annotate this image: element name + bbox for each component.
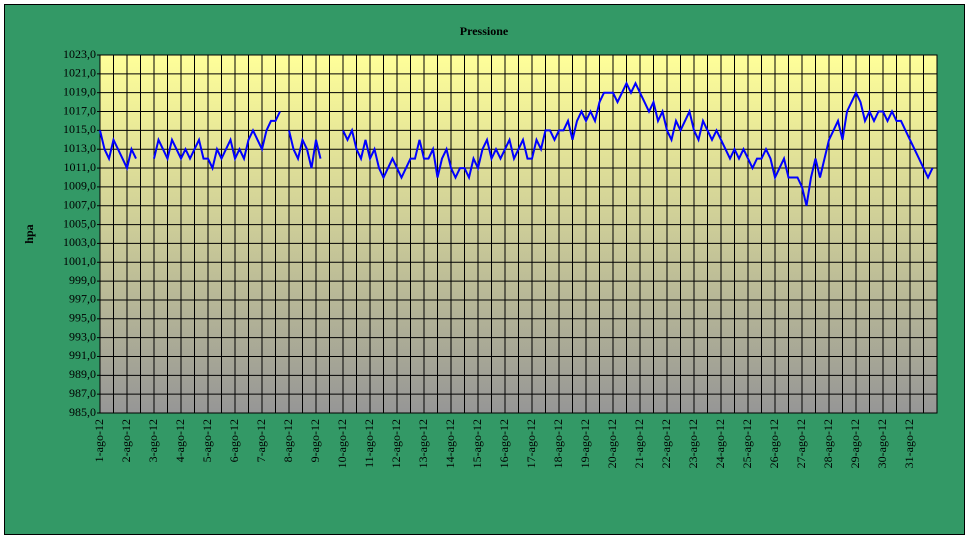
x-tick-label: 9-ago-12 xyxy=(308,419,322,462)
y-tick-label: 1007,0 xyxy=(63,197,96,211)
x-tick-label: 13-ago-12 xyxy=(416,419,430,468)
x-tick-label: 8-ago-12 xyxy=(281,419,295,462)
x-tick-label: 2-ago-12 xyxy=(119,419,133,462)
x-tick-label: 24-ago-12 xyxy=(713,419,727,468)
x-tick-label: 21-ago-12 xyxy=(632,419,646,468)
x-tick-label: 16-ago-12 xyxy=(497,419,511,468)
x-tick-label: 7-ago-12 xyxy=(254,419,268,462)
y-tick-label: 1021,0 xyxy=(63,66,96,80)
x-tick-label: 26-ago-12 xyxy=(767,419,781,468)
y-tick-label: 1015,0 xyxy=(63,122,96,136)
x-tick-label: 31-ago-12 xyxy=(902,419,916,468)
x-tick-label: 17-ago-12 xyxy=(524,419,538,468)
x-tick-label: 22-ago-12 xyxy=(659,419,673,468)
x-tick-label: 28-ago-12 xyxy=(821,419,835,468)
x-tick-label: 27-ago-12 xyxy=(794,419,808,468)
y-tick-label: 1019,0 xyxy=(63,84,96,98)
y-tick-label: 987,0 xyxy=(69,386,96,400)
y-axis-label: hpa xyxy=(22,224,36,243)
y-tick-label: 1023,0 xyxy=(63,47,96,61)
x-tick-label: 3-ago-12 xyxy=(146,419,160,462)
x-tick-label: 20-ago-12 xyxy=(605,419,619,468)
plot-border xyxy=(99,54,938,414)
y-tick-label: 1013,0 xyxy=(63,141,96,155)
y-tick-label: 995,0 xyxy=(69,311,96,325)
y-tick-label: 1009,0 xyxy=(63,179,96,193)
x-tick-label: 15-ago-12 xyxy=(470,419,484,468)
y-tick-label: 1005,0 xyxy=(63,216,96,230)
y-tick-label: 1001,0 xyxy=(63,254,96,268)
x-tick-label: 11-ago-12 xyxy=(362,419,376,468)
y-tick-label: 999,0 xyxy=(69,273,96,287)
chart-title: Pressione xyxy=(460,24,509,38)
x-tick-label: 25-ago-12 xyxy=(740,419,754,468)
y-tick-label: 991,0 xyxy=(69,348,96,362)
y-tick-label: 989,0 xyxy=(69,367,96,381)
x-tick-label: 29-ago-12 xyxy=(848,419,862,468)
y-tick-label: 985,0 xyxy=(69,405,96,419)
y-tick-label: 1011,0 xyxy=(63,160,96,174)
x-tick-label: 14-ago-12 xyxy=(443,419,457,468)
x-tick-label: 4-ago-12 xyxy=(173,419,187,462)
x-tick-label: 5-ago-12 xyxy=(200,419,214,462)
x-tick-label: 6-ago-12 xyxy=(227,419,241,462)
x-tick-label: 18-ago-12 xyxy=(551,419,565,468)
y-tick-label: 1003,0 xyxy=(63,235,96,249)
x-tick-label: 1-ago-12 xyxy=(92,419,106,462)
x-tick-label: 19-ago-12 xyxy=(578,419,592,468)
y-tick-label: 1017,0 xyxy=(63,103,96,117)
y-tick-label: 997,0 xyxy=(69,292,96,306)
x-tick-label: 23-ago-12 xyxy=(686,419,700,468)
x-tick-label: 12-ago-12 xyxy=(389,419,403,468)
x-tick-label: 30-ago-12 xyxy=(875,419,889,468)
x-tick-label: 10-ago-12 xyxy=(335,419,349,468)
data-line xyxy=(99,80,934,206)
y-tick-label: 993,0 xyxy=(69,329,96,343)
